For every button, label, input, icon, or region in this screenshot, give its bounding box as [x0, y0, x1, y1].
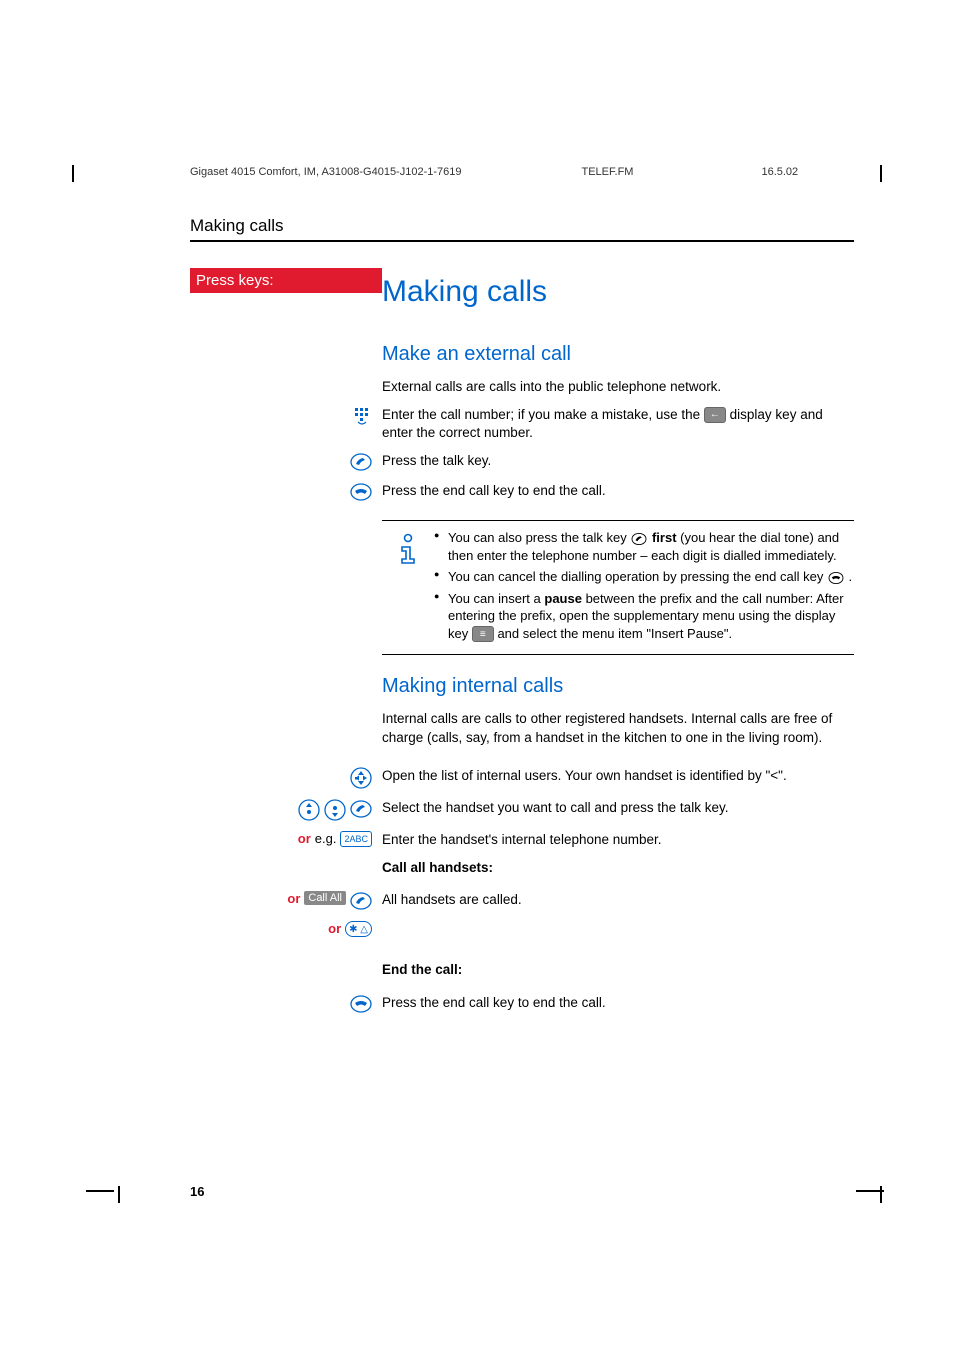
- nav-up-icon: [298, 799, 320, 821]
- info-item-2: You can cancel the dialling operation by…: [434, 568, 854, 586]
- info1-a: You can also press the talk key: [448, 530, 630, 545]
- internal-intro: Internal calls are calls to other regist…: [382, 710, 854, 746]
- step1-text-a: Enter the call number; if you make a mis…: [382, 407, 704, 422]
- info3-b: pause: [544, 591, 582, 606]
- trim-mark: [72, 165, 74, 182]
- info2-a: You can cancel the dialling operation by…: [448, 569, 827, 584]
- call-all-text: All handsets are called.: [382, 891, 854, 909]
- external-step1: Enter the call number; if you make a mis…: [382, 406, 854, 442]
- page-number: 16: [190, 1184, 204, 1199]
- info-box: You can also press the talk key first (y…: [382, 520, 854, 655]
- end-call-label: End the call:: [382, 961, 854, 979]
- page-title: Making calls: [382, 272, 854, 313]
- internal-step1: Open the list of internal users. Your ow…: [382, 767, 854, 785]
- press-keys-box: Press keys:: [190, 268, 382, 293]
- star-key-label: ✱ △: [349, 924, 368, 935]
- info3-d: and select the menu item "Insert Pause".: [494, 626, 732, 641]
- internal-step3: Enter the handset's internal telephone n…: [382, 831, 854, 849]
- end-call-key-icon: [827, 571, 845, 585]
- page-content: Gigaset 4015 Comfort, IM, A31008-G4015-J…: [190, 166, 854, 1024]
- or-label: or: [298, 831, 311, 846]
- trim-mark: [880, 165, 882, 182]
- info-item-3: You can insert a pause between the prefi…: [434, 590, 854, 643]
- nav-key-icon: [350, 767, 372, 789]
- talk-key-icon: [350, 891, 372, 911]
- trim-mark: [118, 1186, 120, 1203]
- crop-mark: [86, 1190, 114, 1192]
- backspace-key-icon: ←: [704, 407, 726, 423]
- keypad-icon: [352, 406, 372, 426]
- call-all-softkey: Call All: [304, 891, 346, 905]
- star-key-icon: ✱ △: [345, 921, 372, 937]
- header-right: 16.5.02: [761, 166, 798, 178]
- eg-label: e.g.: [315, 831, 337, 846]
- header-left: Gigaset 4015 Comfort, IM, A31008-G4015-J…: [190, 166, 462, 178]
- key-2abc: 2ABC: [340, 831, 372, 847]
- end-call-key-icon: [350, 482, 372, 502]
- talk-key-icon: [350, 452, 372, 472]
- trim-mark: [880, 1186, 882, 1203]
- header-center: TELEF.FM: [582, 166, 634, 178]
- internal-step2: Select the handset you want to call and …: [382, 799, 854, 817]
- info3-a: You can insert a: [448, 591, 544, 606]
- external-step3: Press the end call key to end the call.: [382, 482, 854, 500]
- nav-down-icon: [324, 799, 346, 821]
- talk-key-icon: [630, 532, 648, 546]
- menu-key-icon: ≡: [472, 626, 494, 642]
- external-intro: External calls are calls into the public…: [382, 378, 854, 396]
- running-header: Gigaset 4015 Comfort, IM, A31008-G4015-J…: [190, 166, 854, 178]
- end-call-text: Press the end call key to end the call.: [382, 994, 854, 1012]
- section-title: Making calls: [190, 216, 854, 242]
- info-icon: [396, 533, 420, 565]
- heading-external: Make an external call: [382, 341, 854, 368]
- key-2abc-label: 2ABC: [344, 834, 368, 844]
- external-step2: Press the talk key.: [382, 452, 854, 470]
- info2-b: .: [845, 569, 852, 584]
- call-all-label: Call all handsets:: [382, 859, 854, 877]
- info-item-1: You can also press the talk key first (y…: [434, 529, 854, 564]
- info1-b: first: [648, 530, 676, 545]
- or-label: or: [328, 921, 341, 936]
- talk-key-icon: [350, 799, 372, 819]
- or-label: or: [287, 891, 300, 906]
- heading-internal: Making internal calls: [382, 673, 854, 700]
- end-call-key-icon: [350, 994, 372, 1014]
